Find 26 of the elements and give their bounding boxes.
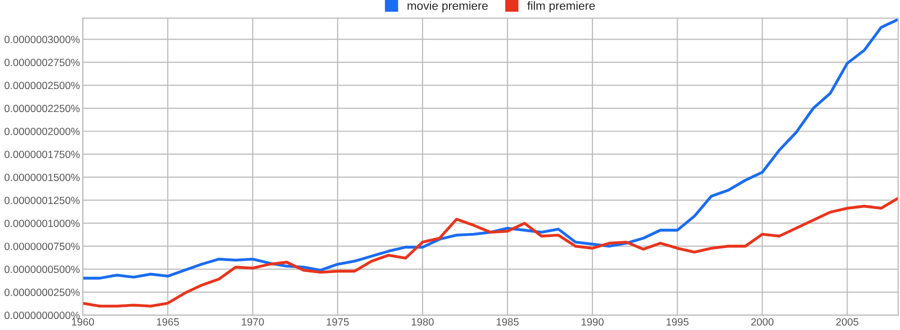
y-tick-label: 0.0000002750% — [4, 58, 80, 66]
x-tick-label: 1975 — [326, 318, 349, 326]
y-tick-label: 0.0000002250% — [4, 104, 80, 112]
y-tick-label: 0.0000000250% — [4, 288, 80, 296]
y-tick-label: 0.0000000500% — [4, 266, 80, 274]
y-tick-label: 0.0000002000% — [4, 128, 80, 136]
y-tick-label: 0.0000000000% — [4, 312, 80, 320]
x-tick-label: 2000 — [751, 318, 774, 326]
y-tick-label: 0.0000003000% — [4, 36, 80, 44]
y-tick-label: 0.0000000750% — [4, 242, 80, 250]
x-tick-label: 1995 — [666, 318, 689, 326]
x-tick-label: 1980 — [412, 318, 434, 326]
y-tick-label: 0.0000001500% — [4, 174, 80, 182]
y-tick-label: 0.0000001250% — [4, 196, 80, 204]
y-tick-label: 0.0000001750% — [4, 150, 80, 158]
legend-label: film premiere — [527, 1, 595, 12]
line-series — [82, 196, 898, 308]
legend-label: movie premiere — [408, 1, 488, 12]
x-tick-label: 1960 — [72, 318, 94, 326]
y-tick-label: 0.0000001000% — [4, 220, 80, 228]
x-tick-label: 1990 — [582, 318, 604, 326]
y-tick-label: 0.0000002500% — [4, 82, 80, 90]
x-tick-label: 1985 — [496, 318, 519, 326]
x-tick-label: 1970 — [242, 318, 264, 326]
x-tick-label: 2005 — [836, 318, 858, 326]
x-tick-label: 1965 — [156, 318, 179, 326]
